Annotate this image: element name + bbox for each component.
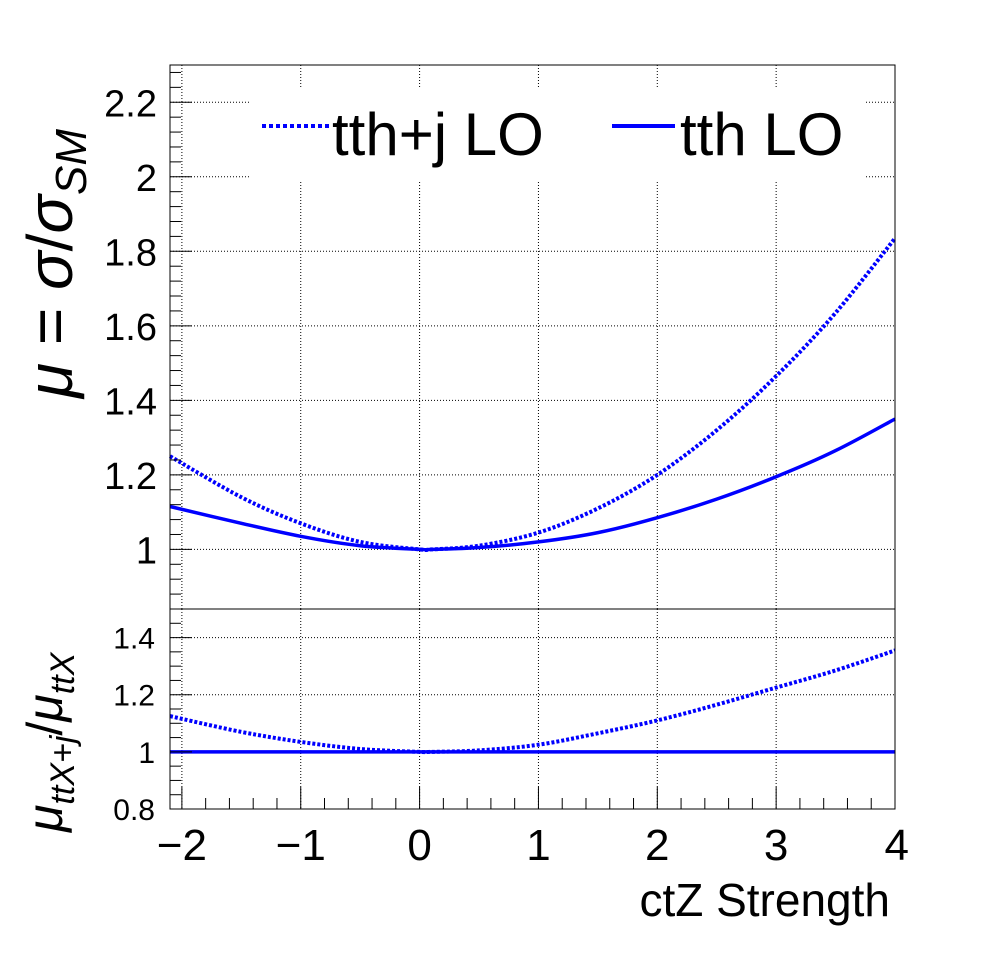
main-panel: 1 1.2 1.4 1.6 1.8 2 2.2 tth+j LO tth LO μ = σ/… xyxy=(14,64,897,610)
ratio-ylabel-sub1: ttX+j xyxy=(44,734,82,804)
ratio-y-tick-label: 1 xyxy=(138,737,155,770)
main-y-tick-label: 2.2 xyxy=(104,83,157,125)
x-tick-label: 2 xyxy=(645,821,669,870)
ratio-ylabel-sub2: ttX xyxy=(44,651,82,694)
legend-label-tthj: tth+j LO xyxy=(332,101,544,168)
main-series-tthj-lo xyxy=(168,237,897,553)
ratio-y-tick-label: 1.4 xyxy=(113,623,155,656)
x-tick-label: −1 xyxy=(276,821,326,870)
ylabel-sigma: σ xyxy=(14,249,86,290)
ylabel-equals: = xyxy=(14,290,86,363)
ylabel-mu: μ xyxy=(14,363,86,400)
main-y-tick-label: 1.8 xyxy=(104,232,157,274)
main-series xyxy=(168,237,897,553)
x-tick-label: 1 xyxy=(526,821,550,870)
main-series-tth-lo xyxy=(169,417,896,552)
main-y-tick-label: 2 xyxy=(136,158,157,200)
ratio-y-tick-labels: 0.8 1 1.2 1.4 xyxy=(113,623,155,827)
ylabel-sigma-sm: σ xyxy=(14,193,86,234)
main-y-tick-label: 1.4 xyxy=(104,381,157,423)
x-axis-label: ctZ Strength xyxy=(639,874,890,926)
main-y-tick-labels: 1 1.2 1.4 1.6 1.8 2 2.2 xyxy=(104,83,157,572)
main-y-axis-label: μ = σ/σSM xyxy=(14,129,96,400)
ratio-y-axis-label: μttX+j/μttX xyxy=(17,651,82,834)
ratio-ylabel-slash: / xyxy=(17,722,73,736)
x-tick-label: 3 xyxy=(764,821,788,870)
legend-label-tth: tth LO xyxy=(680,101,843,168)
ratio-y-tick-label: 0.8 xyxy=(113,794,155,827)
x-tick-label: 0 xyxy=(407,821,431,870)
ratio-panel: 0.811.21.4 −2 −1 0 1 2 3 4 μttX+j/μttX ctZ Str… xyxy=(17,608,909,926)
ylabel-slash: / xyxy=(14,233,86,251)
x-tick-label: −2 xyxy=(157,821,207,870)
ratio-series xyxy=(169,648,896,755)
ratio-ylabel-mu2: μ xyxy=(17,694,73,723)
legend: tth+j LO tth LO xyxy=(250,88,865,180)
main-y-tick-label: 1.6 xyxy=(104,307,157,349)
ylabel-sub-sm: SM xyxy=(47,129,96,195)
main-y-tick-label: 1.2 xyxy=(104,456,157,498)
ratio-y-tick-label: 1.2 xyxy=(113,680,155,713)
main-y-tick-label: 1 xyxy=(136,530,157,572)
legend-background xyxy=(250,88,865,180)
x-tick-labels: −2 −1 0 1 2 3 4 xyxy=(157,821,909,870)
ratio-series-tthj-lo xyxy=(169,648,896,755)
x-tick-label: 4 xyxy=(885,821,909,870)
ratio-ticks xyxy=(170,608,896,810)
ratio-ylabel-mu: μ xyxy=(17,805,73,834)
